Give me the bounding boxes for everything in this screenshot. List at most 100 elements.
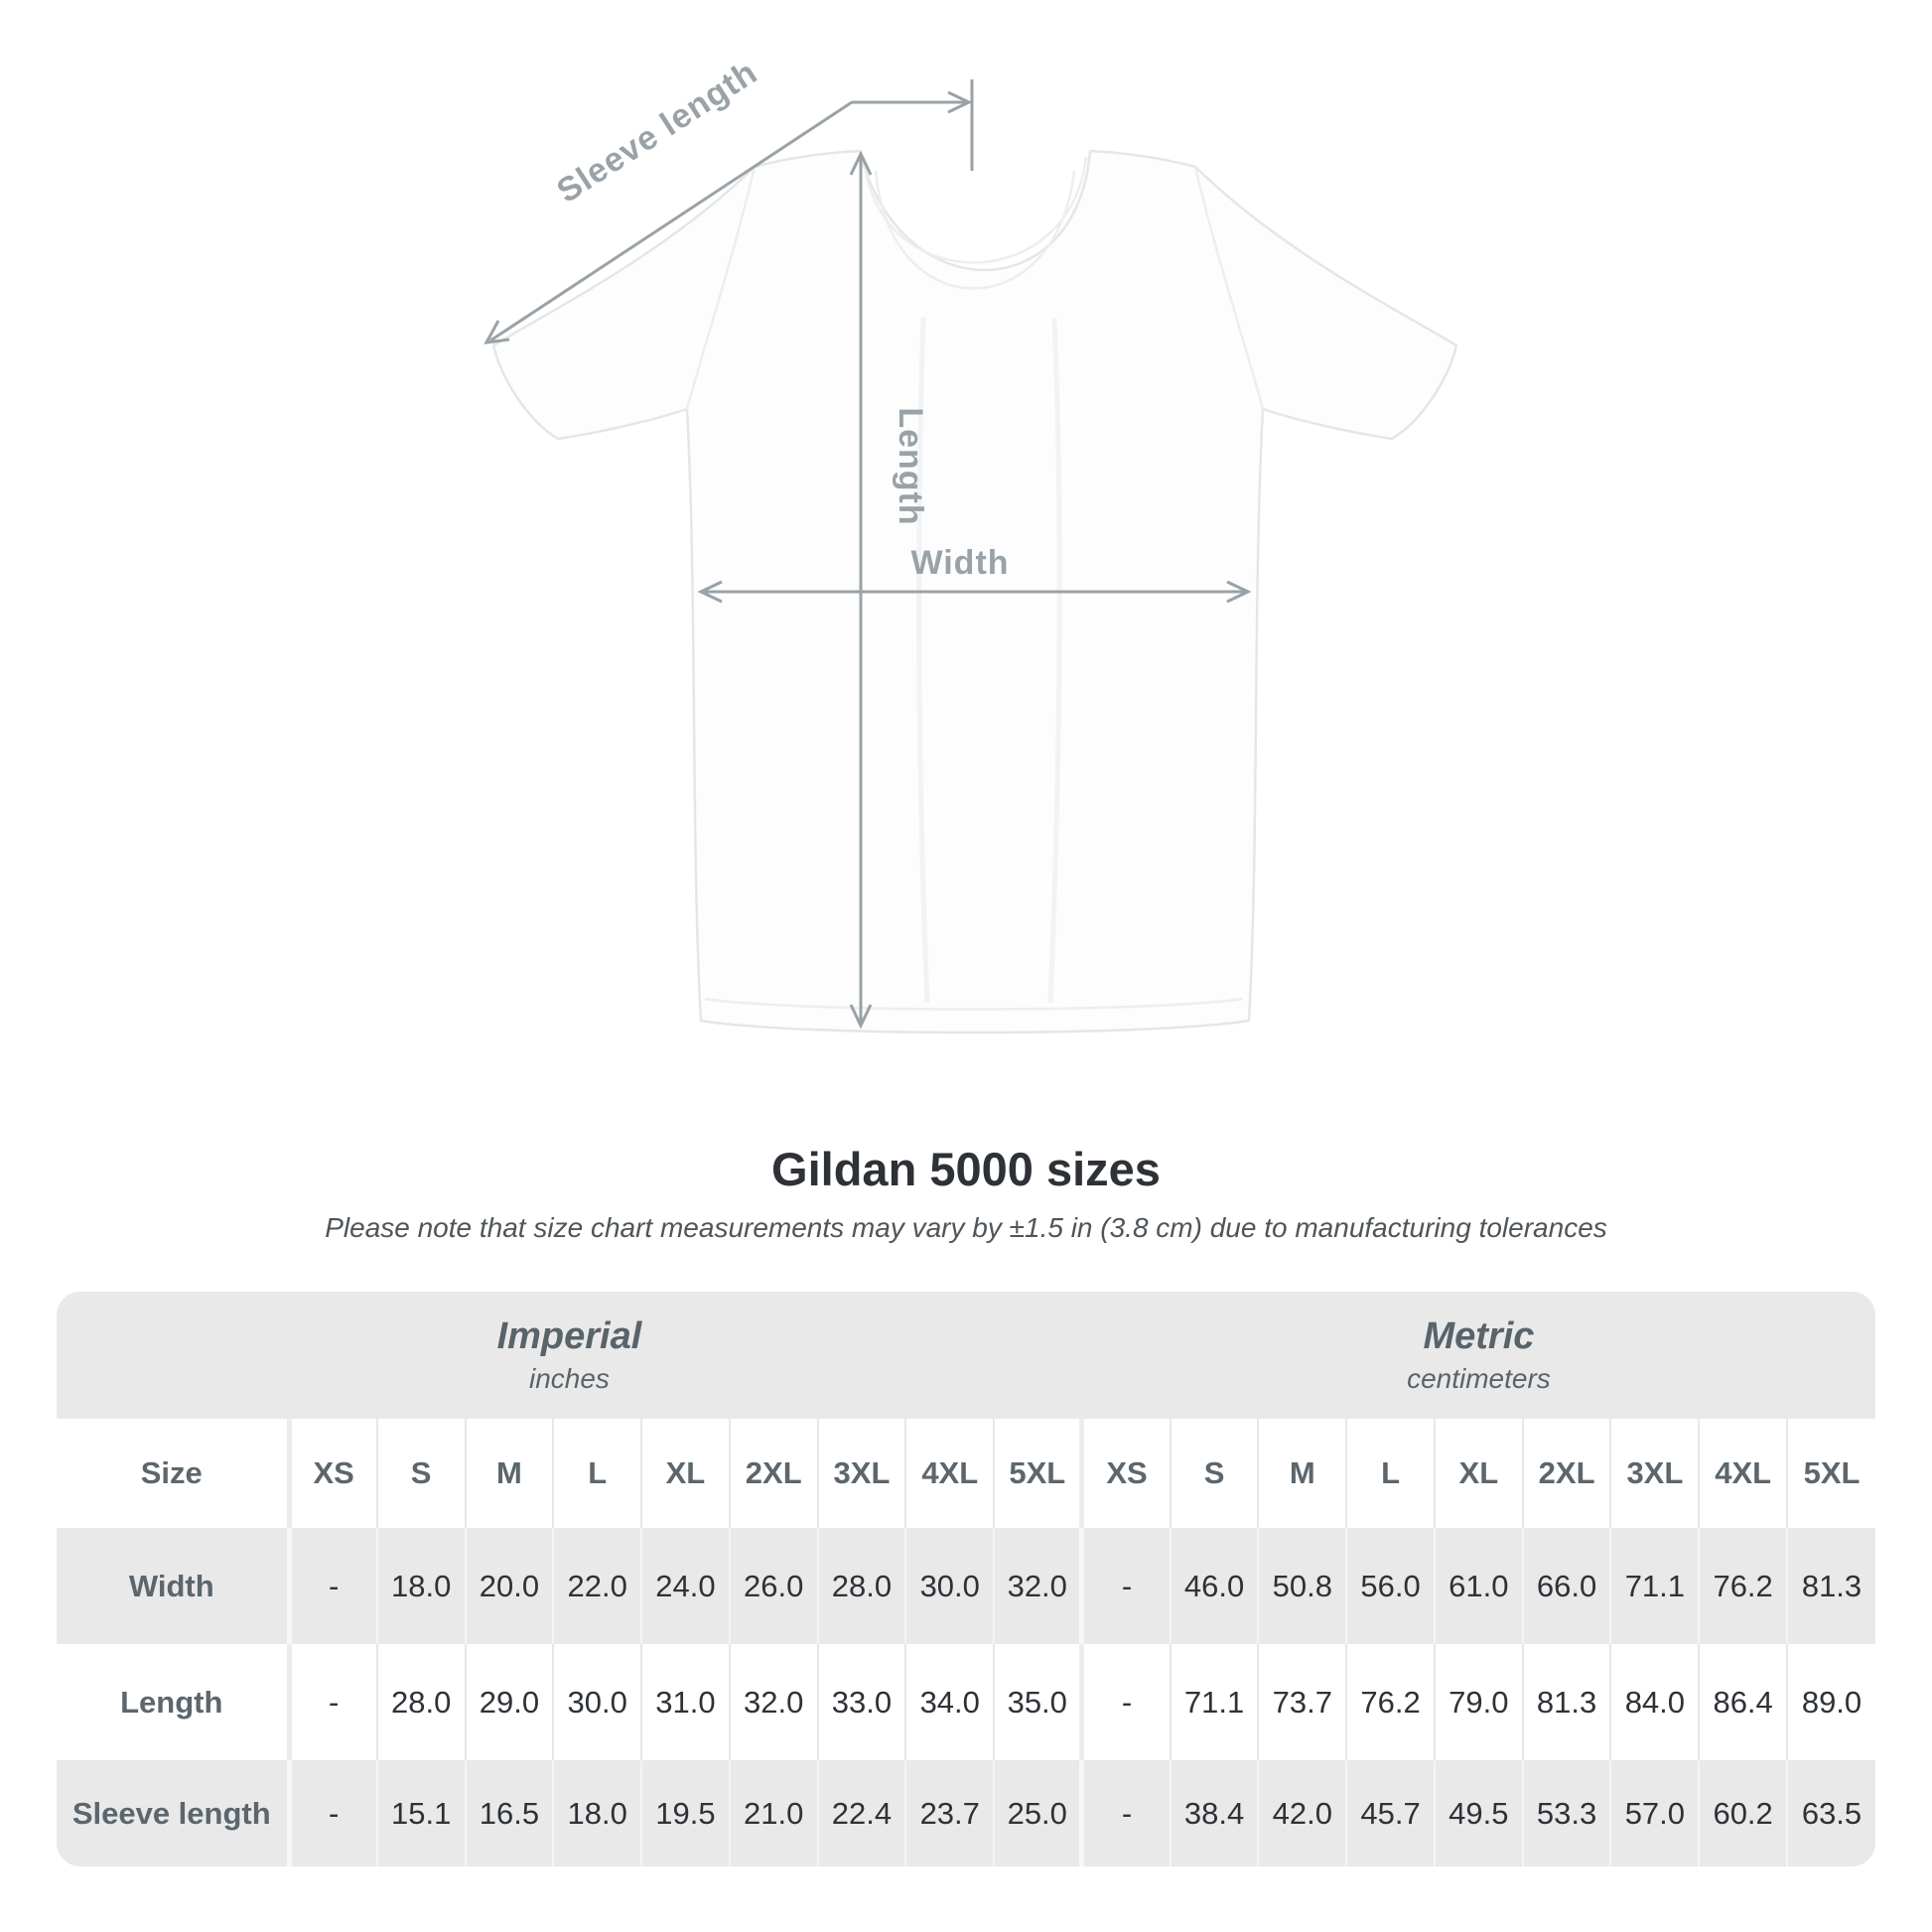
size-column-header: L xyxy=(552,1419,642,1528)
right-sleeve-seam xyxy=(1193,166,1265,410)
value-cell: 26.0 xyxy=(728,1528,818,1644)
value-cell: 84.0 xyxy=(1609,1644,1700,1760)
value-cell: - xyxy=(286,1760,377,1866)
value-cell: - xyxy=(1079,1528,1171,1644)
metric-group-header: Metric centimeters xyxy=(1082,1292,1875,1419)
value-cell: 81.3 xyxy=(1786,1528,1875,1644)
value-cell: - xyxy=(286,1528,377,1644)
up-arrowhead-icon xyxy=(849,150,873,176)
value-cell: 45.7 xyxy=(1345,1760,1435,1866)
size-column-header: 5XL xyxy=(1786,1419,1875,1528)
size-column-header: S xyxy=(375,1419,466,1528)
value-cell: 25.0 xyxy=(993,1760,1082,1866)
value-cell: 61.0 xyxy=(1433,1528,1523,1644)
value-cell: 56.0 xyxy=(1345,1528,1435,1644)
down-arrowhead-icon xyxy=(849,1004,873,1030)
value-cell: 22.4 xyxy=(816,1760,906,1866)
value-cell: 57.0 xyxy=(1609,1760,1700,1866)
size-column-header: 3XL xyxy=(816,1419,906,1528)
value-cell: 66.0 xyxy=(1521,1528,1611,1644)
value-cell: 29.0 xyxy=(464,1644,554,1760)
fabric-fold-right xyxy=(1047,317,1062,1004)
value-cell: 23.7 xyxy=(904,1760,995,1866)
left-arrowhead-icon xyxy=(697,580,723,604)
size-column-header: XS xyxy=(286,1419,377,1528)
tshirt-size-diagram: Sleeve length Length Width xyxy=(483,54,1458,1035)
collar-outer-seam xyxy=(862,156,1088,264)
size-column-header: 2XL xyxy=(728,1419,818,1528)
collar-inner-seam xyxy=(874,170,1076,290)
value-cell: 24.0 xyxy=(640,1528,730,1644)
imperial-group-header: Imperial inches xyxy=(57,1292,1082,1419)
value-cell: 33.0 xyxy=(816,1644,906,1760)
sleeve-length-reference xyxy=(852,79,974,171)
value-cell: 50.8 xyxy=(1257,1528,1347,1644)
right-arrowhead-icon xyxy=(1226,580,1252,604)
size-header-row: Size XS S M L XL 2XL 3XL 4XL 5XL XS S M … xyxy=(57,1419,1875,1528)
value-cell: 60.2 xyxy=(1698,1760,1788,1866)
value-cell: 19.5 xyxy=(640,1760,730,1866)
value-cell: 35.0 xyxy=(993,1644,1082,1760)
size-column-header: 4XL xyxy=(904,1419,995,1528)
size-column-header: XL xyxy=(640,1419,730,1528)
size-column-header: 2XL xyxy=(1521,1419,1611,1528)
length-label: Length xyxy=(892,407,929,525)
width-arrow: Width xyxy=(697,544,1252,604)
value-cell: 20.0 xyxy=(464,1528,554,1644)
size-column-header: M xyxy=(1257,1419,1347,1528)
unit-group-header-row: Imperial inches Metric centimeters xyxy=(57,1292,1875,1419)
value-cell: 22.0 xyxy=(552,1528,642,1644)
tolerance-note: Please note that size chart measurements… xyxy=(325,1212,1607,1243)
left-sleeve-seam xyxy=(685,166,757,410)
value-cell: 76.2 xyxy=(1345,1644,1435,1760)
size-corner-header: Size xyxy=(140,1455,203,1490)
value-cell: 53.3 xyxy=(1521,1760,1611,1866)
value-cell: - xyxy=(1079,1644,1171,1760)
value-cell: 79.0 xyxy=(1433,1644,1523,1760)
value-cell: 30.0 xyxy=(552,1644,642,1760)
fabric-fold-left xyxy=(916,317,930,1004)
value-cell: 76.2 xyxy=(1698,1528,1788,1644)
value-cell: 73.7 xyxy=(1257,1644,1347,1760)
size-column-header: XS xyxy=(1079,1419,1171,1528)
size-column-header: 5XL xyxy=(993,1419,1082,1528)
size-column-header: L xyxy=(1345,1419,1435,1528)
metric-label: Metric xyxy=(1423,1315,1535,1358)
hem-stitch xyxy=(704,997,1244,1011)
metric-units: centimeters xyxy=(1407,1362,1551,1394)
imperial-units: inches xyxy=(528,1362,610,1394)
value-cell: 34.0 xyxy=(904,1644,995,1760)
value-cell: 42.0 xyxy=(1257,1760,1347,1866)
width-label: Width xyxy=(910,544,1009,582)
value-cell: 32.0 xyxy=(728,1644,818,1760)
value-cell: 71.1 xyxy=(1609,1528,1700,1644)
value-cell: 18.0 xyxy=(375,1528,466,1644)
value-cell: 81.3 xyxy=(1521,1644,1611,1760)
value-cell: 32.0 xyxy=(993,1528,1082,1644)
value-cell: 18.0 xyxy=(552,1760,642,1866)
size-column-header: 3XL xyxy=(1609,1419,1700,1528)
value-cell: 16.5 xyxy=(464,1760,554,1866)
row-label-width: Width xyxy=(128,1568,214,1603)
value-cell: - xyxy=(1079,1760,1171,1866)
value-cell: 71.1 xyxy=(1169,1644,1259,1760)
size-column-header: 4XL xyxy=(1698,1419,1788,1528)
size-column-header: XL xyxy=(1433,1419,1523,1528)
value-cell: - xyxy=(286,1644,377,1760)
size-chart-table: Imperial inches Metric centimeters Size … xyxy=(57,1292,1875,1866)
imperial-label: Imperial xyxy=(496,1315,642,1358)
row-label-sleeve-length: Sleeve length xyxy=(71,1795,271,1831)
table-row-width: Width - 18.0 20.0 22.0 24.0 26.0 28.0 30… xyxy=(57,1528,1875,1644)
right-arrowhead-icon xyxy=(947,90,973,114)
row-label-length: Length xyxy=(120,1684,223,1720)
size-column-header: S xyxy=(1169,1419,1259,1528)
table-row-sleeve-length: Sleeve length - 15.1 16.5 18.0 19.5 21.0… xyxy=(57,1760,1875,1866)
table-row-length: Length - 28.0 29.0 30.0 31.0 32.0 33.0 3… xyxy=(57,1644,1875,1760)
page-title: Gildan 5000 sizes xyxy=(771,1143,1161,1195)
value-cell: 86.4 xyxy=(1698,1644,1788,1760)
value-cell: 15.1 xyxy=(375,1760,466,1866)
value-cell: 63.5 xyxy=(1786,1760,1875,1866)
value-cell: 89.0 xyxy=(1786,1644,1875,1760)
value-cell: 21.0 xyxy=(728,1760,818,1866)
